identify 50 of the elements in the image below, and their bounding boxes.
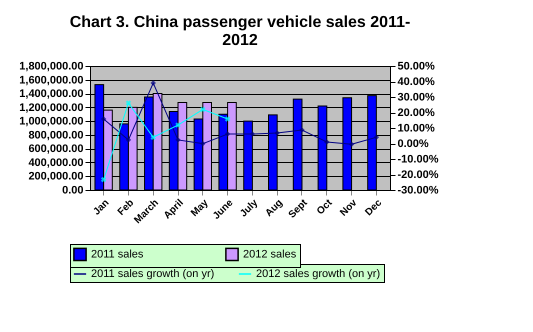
y2-tick-label: 40.00%: [398, 76, 436, 88]
y-tick-label: 400,000.00: [28, 156, 84, 169]
y-tick-label: 1,200,000.00: [19, 102, 84, 114]
y2-tick-label: -20.00%: [398, 169, 439, 181]
x-tick-label: Oct: [314, 197, 336, 218]
y-tick-label: 1,000,000.00: [19, 116, 84, 128]
y-tick-label: 200,000.00: [28, 170, 84, 183]
y2-tick-label: 10.00%: [398, 122, 436, 134]
point: [100, 176, 106, 182]
y2-tick-label: 0.00%: [398, 138, 429, 150]
y-tick-label: 1,400,000.00: [19, 88, 84, 100]
point: [250, 131, 256, 137]
point: [150, 134, 156, 140]
x-tick-label: Feb: [116, 198, 136, 218]
point: [126, 137, 132, 143]
x-tick-label: Dec: [363, 197, 384, 218]
point: [175, 122, 181, 128]
y2-tick-label: 30.00%: [398, 92, 436, 104]
x-tick-label: July: [238, 197, 260, 220]
point: [100, 116, 106, 122]
point: [224, 131, 230, 137]
point: [200, 140, 206, 146]
point: [175, 137, 181, 143]
y-tick-label: 1,800,000.00: [19, 60, 84, 72]
point: [348, 142, 354, 148]
point: [224, 116, 230, 122]
point: [126, 100, 132, 106]
point: [274, 130, 280, 136]
x-tick-label: Jan: [91, 198, 112, 218]
point: [200, 106, 206, 112]
legend-label: 2012 sales: [243, 248, 297, 260]
y-tick-label: 1,600,000.00: [19, 74, 84, 86]
x-tick-label: May: [189, 197, 211, 220]
x-tick-label: Aug: [263, 198, 285, 220]
y-tick-label: 800,000.00: [28, 129, 84, 142]
legend-label: 2011 sales: [91, 248, 144, 260]
point: [324, 139, 330, 145]
x-tick-label: Nov: [338, 197, 360, 219]
y2-tick-label: -30.00%: [398, 184, 439, 196]
legend-label: 2011 sales growth (on yr): [91, 268, 214, 280]
point: [299, 127, 305, 133]
chart-title: Chart 3. China passenger vehicle sales 2011-2012: [70, 14, 410, 49]
y-tick-label: 600,000.00: [28, 143, 84, 156]
y2-tick-label: 50.00%: [398, 60, 436, 72]
point: [150, 80, 156, 86]
point: [374, 134, 380, 140]
y-tick-label: 0.00: [62, 184, 84, 196]
legend-label: 2012 sales growth (on yr): [256, 268, 380, 280]
y2-tick-label: 20.00%: [398, 107, 436, 119]
y2-tick-label: -10.00%: [398, 154, 439, 166]
